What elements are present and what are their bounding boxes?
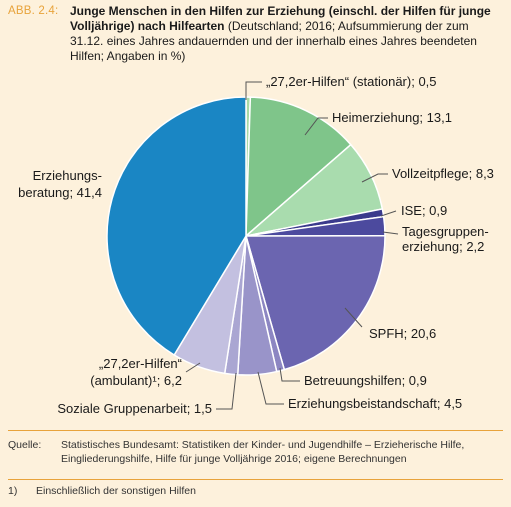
footnote-text: Einschließlich der sonstigen Hilfen: [36, 485, 196, 497]
slice-label: Tagesgruppen-erziehung; 2,2: [402, 224, 489, 254]
leader-sozialegruppe: [216, 372, 237, 410]
slice-label-line: erziehung; 2,2: [402, 239, 484, 254]
leader-heimerziehung: [304, 117, 328, 136]
slice-label: Erziehungs-beratung; 41,4: [18, 168, 102, 200]
chart-title-rest: (Deutschland; 2016; Aufsummierung der zu…: [70, 19, 477, 63]
slice-label: „27,2er-Hilfen“ (stationär); 0,5: [266, 74, 437, 89]
source-label: Quelle:: [8, 439, 42, 451]
slice-label-line: „27,2er-Hilfen“: [99, 356, 182, 371]
pie-slice-10: [106, 96, 247, 357]
leader-vollzeitpflege: [361, 173, 388, 183]
source-text: Statistisches Bundesamt: Statistiken der…: [61, 439, 465, 465]
slice-label-line: beratung; 41,4: [18, 185, 102, 200]
leader-betreuungshilfen: [279, 367, 300, 382]
slice-label: Vollzeitpflege; 8,3: [392, 166, 494, 181]
pie-slice-1: [245, 96, 352, 238]
leader-erziehungsbeistandschaft: [257, 371, 284, 405]
leader-ise: [380, 210, 397, 217]
footnote-number: 1): [8, 485, 18, 497]
figure-label: ABB. 2.4:: [8, 5, 59, 17]
pie-chart: „27,2er-Hilfen“ (stationär); 0,5 Heimerz…: [18, 74, 494, 416]
slice-label: Erziehungsbeistandschaft; 4,5: [288, 396, 462, 411]
pie-slices: [106, 96, 386, 376]
label-leader-lines: [185, 81, 399, 410]
divider-top: [8, 430, 503, 431]
slice-labels: „27,2er-Hilfen“ (stationär); 0,5 Heimerz…: [18, 74, 494, 416]
slice-label: Soziale Gruppenarbeit; 1,5: [57, 401, 212, 416]
slice-label: „27,2er-Hilfen“ (ambulant)¹; 6,2: [90, 356, 182, 388]
chart-title: Junge Menschen in den Hilfen zur Erziehu…: [70, 4, 500, 64]
leader-tagesgruppe: [382, 231, 399, 235]
leader-ambulant: [185, 362, 201, 373]
slice-label: Betreuungshilfen; 0,9: [304, 373, 427, 388]
leader-spfh: [344, 307, 363, 328]
slice-label: ISE; 0,9: [401, 203, 447, 218]
pie-slice-5: [245, 235, 386, 371]
slice-label-line: Erziehungs-: [33, 168, 102, 183]
divider-bottom: [8, 479, 503, 480]
slice-label: Heimerziehung; 13,1: [332, 110, 452, 125]
chart-title-bold: Junge Menschen in den Hilfen zur Erziehu…: [70, 4, 491, 33]
slice-label-line: Tagesgruppen-: [402, 224, 489, 239]
slice-label-line: (ambulant)¹; 6,2: [90, 373, 182, 388]
slice-label: SPFH; 20,6: [369, 326, 436, 341]
leader-stationaer: [245, 81, 262, 100]
